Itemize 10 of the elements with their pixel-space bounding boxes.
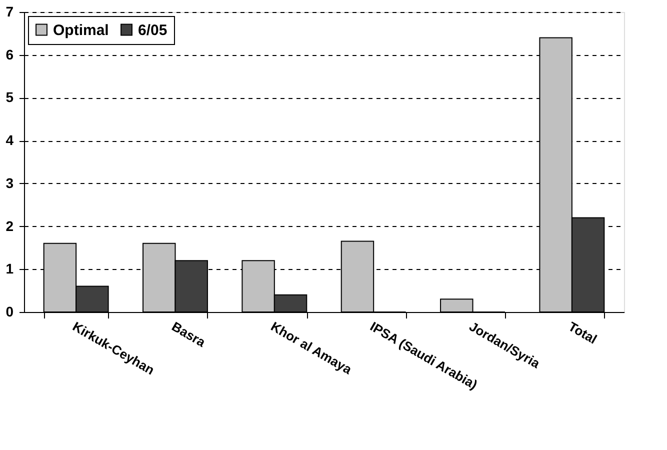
y-tick-label: 4 — [6, 132, 14, 148]
y-tick-label: 1 — [6, 260, 14, 277]
y-tick-label: 2 — [6, 218, 14, 234]
legend-label: Optimal — [53, 22, 109, 39]
y-tick-label: 6 — [6, 46, 14, 62]
y-tick-label: 5 — [6, 89, 14, 106]
legend-label: 6/05 — [138, 22, 168, 39]
y-tick-label: 0 — [6, 304, 14, 320]
y-tick-label: 7 — [6, 4, 14, 20]
y-tick-label: 3 — [6, 174, 14, 191]
